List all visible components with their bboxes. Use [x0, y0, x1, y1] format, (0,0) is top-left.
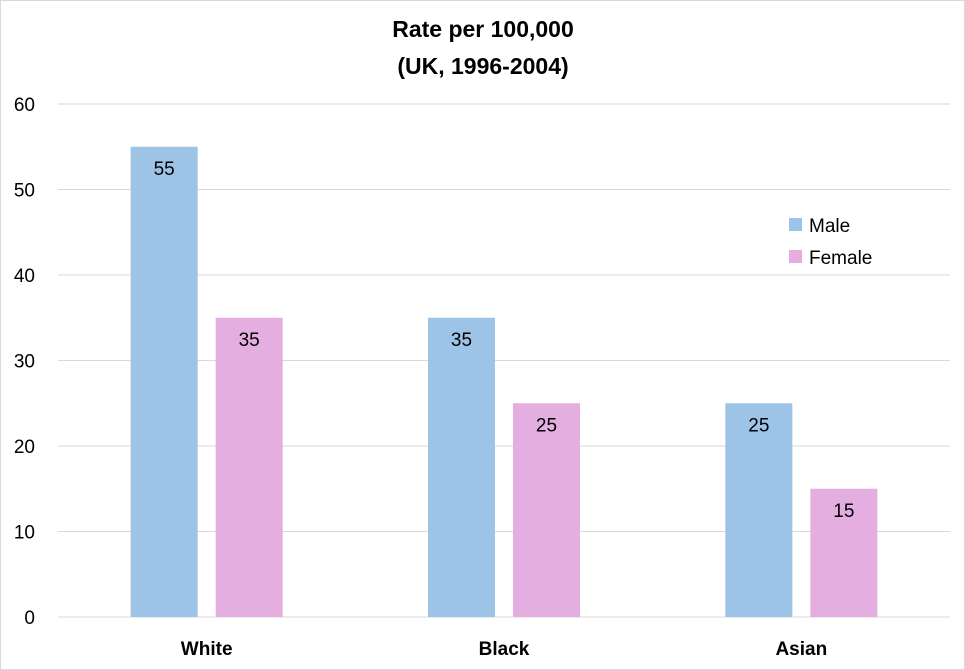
y-tick-label: 10 [14, 523, 35, 544]
y-tick-label: 60 [14, 95, 35, 116]
y-tick-label: 50 [14, 181, 35, 202]
bar-male [725, 403, 793, 617]
x-category-label: Asian [775, 639, 827, 660]
bar-male [428, 317, 495, 617]
y-axis-ticks: 0 10 20 30 40 50 60 [14, 95, 35, 629]
legend-label: Male [809, 216, 850, 237]
chart-title: Rate per 100,000 [392, 16, 574, 42]
data-labels: 55 35 35 25 25 15 [154, 159, 855, 522]
data-label: 35 [451, 330, 472, 351]
bars [130, 146, 878, 617]
legend: Male Female [789, 216, 872, 269]
data-label: 55 [154, 159, 175, 180]
bar-female [810, 488, 878, 617]
chart-subtitle: (UK, 1996-2004) [397, 53, 568, 79]
x-category-label: Black [479, 639, 530, 660]
y-tick-label: 0 [24, 608, 35, 629]
legend-swatch-male [789, 218, 802, 231]
y-tick-label: 20 [14, 437, 35, 458]
x-category-label: White [181, 639, 233, 660]
data-label: 25 [536, 415, 557, 436]
legend-label: Female [809, 248, 872, 269]
y-tick-label: 40 [14, 266, 35, 287]
data-label: 35 [239, 330, 260, 351]
gridlines [58, 103, 950, 618]
data-label: 15 [833, 501, 854, 522]
x-axis-categories: White Black Asian [181, 639, 827, 660]
bar-female [513, 403, 580, 617]
bar-female [215, 317, 283, 617]
legend-swatch-female [789, 250, 802, 263]
bar-male [130, 146, 198, 617]
y-tick-label: 30 [14, 352, 35, 373]
data-label: 25 [748, 415, 769, 436]
